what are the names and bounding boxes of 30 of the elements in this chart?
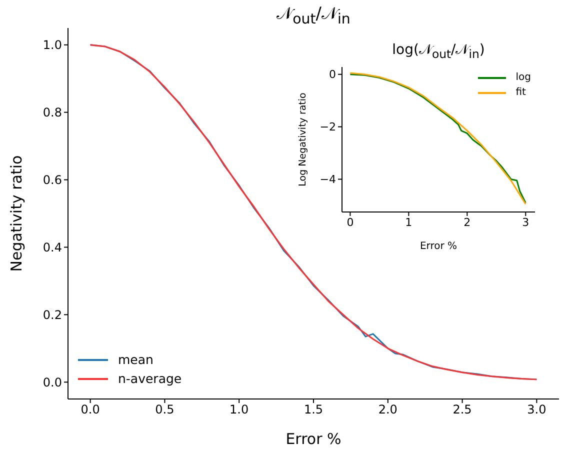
- y-tick-label: −2: [320, 120, 336, 134]
- y-tick-label: 0.0: [42, 375, 62, 390]
- y-tick-label: −4: [320, 173, 336, 186]
- x-tick-label: 3.0: [527, 402, 546, 417]
- x-tick-label: 1.5: [304, 402, 324, 417]
- x-tick-label: 0.0: [80, 402, 100, 417]
- y-axis-title: Log Negativity ratio: [297, 92, 308, 186]
- x-axis-title: Error %: [420, 241, 458, 252]
- x-tick-label: 2: [464, 216, 471, 229]
- chart-title: log(𝒩$_{out}$/𝒩$_{in}$): [391, 42, 486, 61]
- x-tick-label: 2.0: [378, 402, 398, 417]
- legend-label: log: [516, 72, 531, 83]
- y-axis-title: Negativity ratio: [7, 155, 26, 272]
- legend-label: fit: [516, 87, 526, 98]
- y-tick-label: 1.0: [42, 38, 62, 52]
- legend-label: mean: [118, 352, 154, 367]
- x-tick-label: 3: [522, 216, 530, 229]
- y-tick-label: 0.4: [42, 240, 62, 254]
- y-tick-label: 0: [329, 68, 336, 82]
- x-tick-label: 0: [346, 216, 354, 229]
- legend-label: n-average: [118, 371, 182, 386]
- y-tick-label: 0.6: [42, 173, 62, 188]
- x-tick-label: 1: [405, 216, 412, 229]
- x-tick-label: 2.5: [452, 402, 472, 417]
- y-tick-label: 0.8: [42, 106, 62, 120]
- chart-title: 𝒩$_{out}$/𝒩$_{in}$: [276, 4, 352, 28]
- x-tick-label: 0.5: [155, 402, 174, 417]
- y-tick-label: 0.2: [42, 308, 62, 322]
- x-axis-title: Error %: [286, 430, 342, 448]
- x-tick-label: 1.0: [230, 402, 249, 417]
